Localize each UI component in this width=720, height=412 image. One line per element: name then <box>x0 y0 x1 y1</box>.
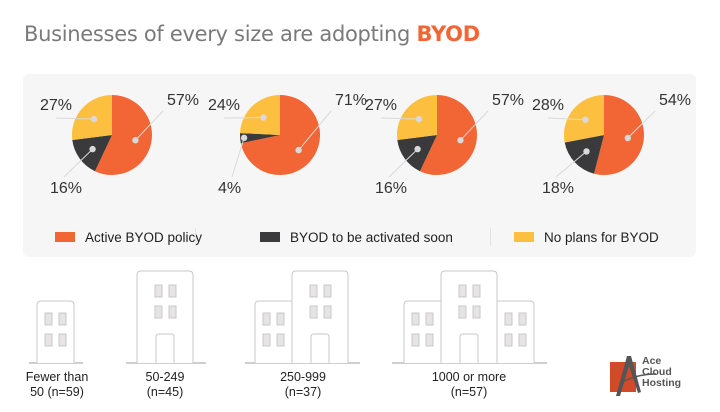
legend-swatch-active <box>55 232 75 242</box>
category-label: 1000 or more (n=57) <box>409 370 529 400</box>
leader-line <box>555 151 587 178</box>
category-label-line1: 250-999 <box>280 370 326 384</box>
data-label: 24% <box>208 97 240 114</box>
slice-soon <box>72 135 112 172</box>
leader-line <box>63 148 93 178</box>
leader-line <box>380 117 420 120</box>
leader-dot <box>583 148 590 155</box>
data-label: 4% <box>218 180 241 197</box>
leader-line <box>460 110 489 141</box>
category-label-line2: (n=37) <box>284 385 322 399</box>
pie-chart: 71% 4% 24% <box>208 92 367 197</box>
page-title: Businesses of every size are adopting BY… <box>24 22 480 46</box>
leader-dot <box>582 116 589 123</box>
leader-dot <box>132 137 139 144</box>
legend-divider <box>490 228 491 246</box>
data-label: 57% <box>167 92 199 109</box>
slice-active <box>594 95 644 175</box>
logo-line3: Hosting <box>642 377 682 389</box>
data-label: 57% <box>492 92 524 109</box>
leader-line <box>135 110 164 141</box>
category-label-line1: Fewer than <box>25 370 89 384</box>
slice-active <box>419 95 477 175</box>
legend-label-none: No plans for BYOD <box>544 229 659 245</box>
category-label-line2: (n=57) <box>450 385 488 399</box>
legend-divider <box>195 228 196 246</box>
leader-line <box>627 110 656 139</box>
slice-soon <box>564 135 604 174</box>
legend-label-soon: BYOD to be activated soon <box>290 229 453 245</box>
data-label: 27% <box>40 97 72 114</box>
company-logo: Ace Cloud Hosting <box>608 352 708 398</box>
slice-active <box>94 95 152 175</box>
category-label: Fewer than 50 (n=59) <box>0 370 117 400</box>
logo-mark-icon <box>610 356 657 396</box>
leader-line <box>298 110 332 151</box>
legend-swatch-soon <box>260 232 280 242</box>
data-label: 28% <box>532 97 564 114</box>
legend-item-soon: BYOD to be activated soon <box>260 229 453 245</box>
legend-item-none: No plans for BYOD <box>514 229 659 245</box>
three-buildings-icon <box>403 270 535 363</box>
data-label: 16% <box>50 180 82 197</box>
leader-dot <box>260 114 267 121</box>
logo-line1: Ace <box>642 355 662 367</box>
title-prefix: Businesses of every size are adopting <box>24 22 417 46</box>
slice-soon <box>397 135 437 172</box>
category-label-line2: (n=45) <box>146 385 184 399</box>
data-label: 18% <box>542 180 574 197</box>
leader-dot <box>414 145 421 153</box>
leader-line <box>547 117 586 121</box>
logo-text: Ace Cloud Hosting <box>642 356 681 389</box>
leader-line <box>231 137 245 178</box>
slice-soon <box>240 133 280 144</box>
category-label-line1: 1000 or more <box>431 370 507 384</box>
category-label-line2: 50 (n=59) <box>30 385 84 399</box>
leader-dot <box>457 137 464 144</box>
leader-dot <box>295 146 302 154</box>
two-buildings-icon <box>254 270 349 363</box>
category-label: 50-249 (n=45) <box>105 370 225 400</box>
logo-line2: Cloud <box>642 366 672 378</box>
data-label: 27% <box>365 97 397 114</box>
leader-line <box>388 148 418 178</box>
leader-dot <box>624 134 632 142</box>
pie-charts: 57%16%27% 71%4%24% 57%16%27% 54%18%28% <box>40 92 691 197</box>
slice-active <box>240 95 321 175</box>
pie-chart: 57% 16% 27% <box>365 92 524 197</box>
leader-dot <box>89 145 96 153</box>
pie-chart: 57% 16% 27% <box>40 92 199 197</box>
slice-none <box>240 95 280 135</box>
company-size-icons <box>29 270 547 364</box>
tall-building-icon <box>136 270 194 363</box>
leader-dot <box>90 115 98 123</box>
pie-chart: 54% 18% 28% <box>532 92 691 197</box>
category-label: 250-999 (n=37) <box>243 370 363 400</box>
data-label: 71% <box>335 92 367 109</box>
legend-item-active: Active BYOD policy <box>55 229 202 245</box>
title-highlight: BYOD <box>416 22 480 46</box>
small-building-icon <box>36 300 75 363</box>
leader-dot <box>415 115 423 123</box>
data-label: 54% <box>659 92 691 109</box>
leader-dot <box>240 134 248 142</box>
category-label-line1: 50-249 <box>145 370 185 384</box>
leader-line <box>55 117 95 120</box>
legend-swatch-none <box>514 232 534 242</box>
legend-label-active: Active BYOD policy <box>85 229 203 245</box>
data-label: 16% <box>375 180 407 197</box>
